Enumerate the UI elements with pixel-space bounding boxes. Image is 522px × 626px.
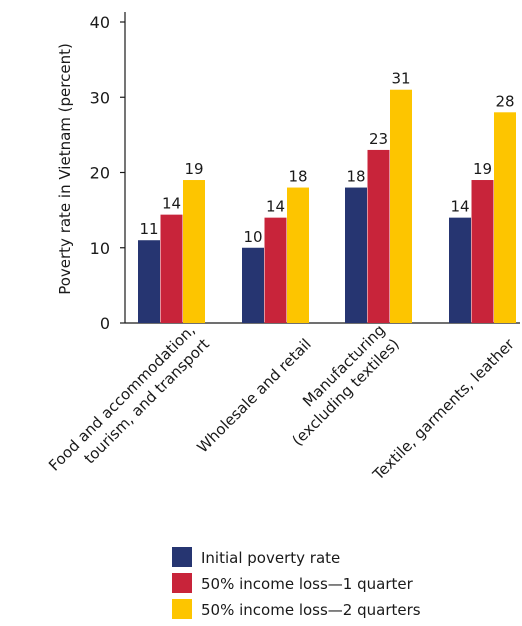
y-tick-label: 40 xyxy=(90,13,110,32)
bar xyxy=(449,217,471,323)
y-tick-label: 10 xyxy=(90,239,110,258)
category-label: Manufacturing(excluding textiles) xyxy=(289,321,403,449)
bar xyxy=(494,112,516,323)
bar-value-label: 31 xyxy=(391,70,410,88)
category-label-line: Food and accommodation, xyxy=(45,321,199,475)
bar-value-label: 18 xyxy=(346,168,365,186)
bar-value-label: 23 xyxy=(369,130,388,148)
bar-value-label: 19 xyxy=(184,160,203,178)
bar xyxy=(367,149,390,323)
legend-label: 50% income loss—1 quarter xyxy=(201,575,414,593)
bar xyxy=(390,89,412,323)
bar xyxy=(264,217,287,323)
legend-swatch xyxy=(172,599,192,619)
bar-value-label: 14 xyxy=(266,198,285,216)
legend-swatch xyxy=(172,547,192,567)
legend: Initial poverty rate 50% income loss—1 qu… xyxy=(172,547,421,619)
category-label-line: tourism, and transport xyxy=(80,335,212,467)
bar-value-label: 11 xyxy=(139,220,158,238)
bar xyxy=(242,247,264,323)
bar-value-label: 14 xyxy=(450,198,469,216)
legend-swatch xyxy=(172,573,192,593)
legend-label: Initial poverty rate xyxy=(201,549,340,567)
bar-value-label: 19 xyxy=(473,160,492,178)
legend-label: 50% income loss—2 quarters xyxy=(201,601,421,619)
bar-value-label: 18 xyxy=(288,168,307,186)
bar xyxy=(345,187,367,323)
category-label: Food and accommodation,tourism, and tran… xyxy=(45,321,213,475)
category-labels: Food and accommodation,tourism, and tran… xyxy=(45,321,518,484)
bar xyxy=(138,240,160,323)
bar xyxy=(183,180,205,323)
y-axis-title: Poverty rate in Vietnam (percent) xyxy=(56,43,74,295)
y-tick-label: 0 xyxy=(100,314,110,333)
y-tick-label: 20 xyxy=(90,164,110,183)
bar-value-label: 10 xyxy=(243,228,262,246)
y-ticks: 0 10 20 30 40 xyxy=(90,13,125,333)
y-tick-label: 30 xyxy=(90,88,110,107)
bar-value-label: 28 xyxy=(495,92,514,110)
bar xyxy=(471,180,494,323)
bar xyxy=(160,214,183,323)
bar-value-label: 14 xyxy=(162,195,181,213)
bar xyxy=(287,187,309,323)
bars xyxy=(138,89,516,323)
